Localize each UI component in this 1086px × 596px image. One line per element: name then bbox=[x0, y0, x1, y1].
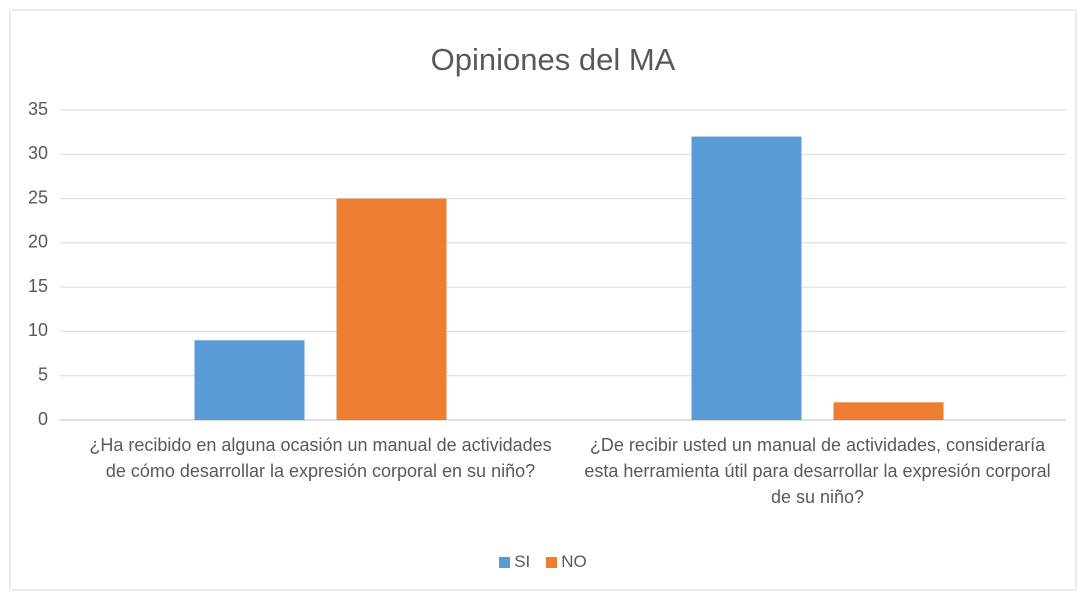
y-tick-label: 0 bbox=[38, 409, 48, 429]
y-tick-label: 35 bbox=[28, 99, 48, 119]
y-tick-label: 15 bbox=[28, 276, 48, 296]
legend-label: NO bbox=[561, 552, 587, 571]
bar bbox=[833, 402, 944, 420]
legend-swatch bbox=[546, 556, 558, 568]
legend: SI NO bbox=[0, 552, 1086, 572]
y-tick-label: 5 bbox=[38, 364, 48, 384]
legend-item: NO bbox=[546, 552, 587, 572]
y-tick-label: 25 bbox=[28, 187, 48, 207]
bar bbox=[194, 340, 305, 420]
bar bbox=[336, 198, 447, 420]
y-tick-label: 10 bbox=[28, 320, 48, 340]
x-tick-label: ¿De recibir usted un manual de actividad… bbox=[584, 435, 1051, 507]
legend-swatch bbox=[499, 556, 511, 568]
chart-title: Opiniones del MA bbox=[431, 42, 676, 77]
y-tick-label: 20 bbox=[28, 232, 48, 252]
bar bbox=[691, 136, 802, 421]
y-tick-label: 30 bbox=[28, 143, 48, 163]
x-tick-label: ¿Ha recibido en alguna ocasión un manual… bbox=[89, 435, 552, 481]
legend-label: SI bbox=[514, 552, 531, 571]
legend-item: SI bbox=[499, 552, 530, 572]
chart-border bbox=[9, 9, 1077, 591]
